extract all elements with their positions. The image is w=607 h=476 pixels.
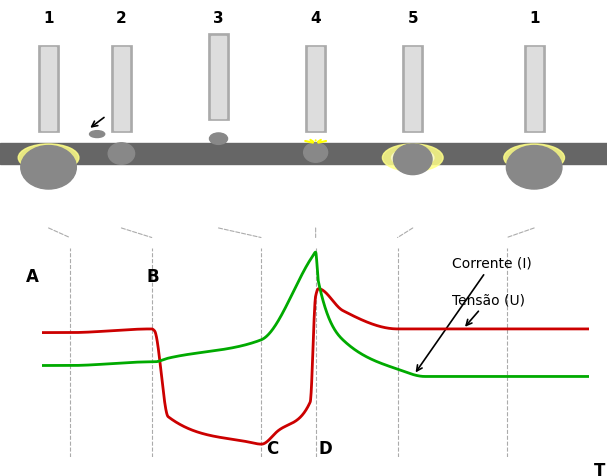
Bar xyxy=(402,46,424,132)
Bar xyxy=(114,48,129,130)
Ellipse shape xyxy=(108,143,135,165)
Bar xyxy=(208,34,229,121)
Text: Tensão (U): Tensão (U) xyxy=(452,293,525,326)
Bar xyxy=(41,48,56,130)
Ellipse shape xyxy=(382,145,443,172)
Text: 2: 2 xyxy=(116,11,127,26)
Bar xyxy=(38,46,59,132)
Text: 1: 1 xyxy=(43,11,54,26)
Bar xyxy=(308,48,323,130)
Text: T: T xyxy=(594,461,605,476)
Ellipse shape xyxy=(304,143,328,163)
Ellipse shape xyxy=(392,149,434,168)
Ellipse shape xyxy=(393,145,432,175)
Bar xyxy=(527,48,541,130)
Ellipse shape xyxy=(209,134,228,145)
Ellipse shape xyxy=(513,149,555,168)
Bar xyxy=(211,37,226,119)
Text: C: C xyxy=(266,439,279,457)
Ellipse shape xyxy=(18,145,79,172)
Ellipse shape xyxy=(504,145,565,172)
Text: Corrente (I): Corrente (I) xyxy=(416,256,532,371)
Text: 3: 3 xyxy=(213,11,224,26)
Ellipse shape xyxy=(506,146,562,189)
Bar xyxy=(405,48,420,130)
Bar xyxy=(110,46,132,132)
Text: 5: 5 xyxy=(407,11,418,26)
Ellipse shape xyxy=(27,149,70,168)
Text: D: D xyxy=(318,439,332,457)
Ellipse shape xyxy=(90,131,105,138)
Text: B: B xyxy=(146,268,159,286)
Text: 4: 4 xyxy=(310,11,321,26)
Bar xyxy=(523,46,545,132)
Bar xyxy=(0,144,607,165)
Bar xyxy=(305,46,327,132)
Text: 1: 1 xyxy=(529,11,540,26)
Ellipse shape xyxy=(21,146,76,189)
Text: A: A xyxy=(26,268,39,286)
